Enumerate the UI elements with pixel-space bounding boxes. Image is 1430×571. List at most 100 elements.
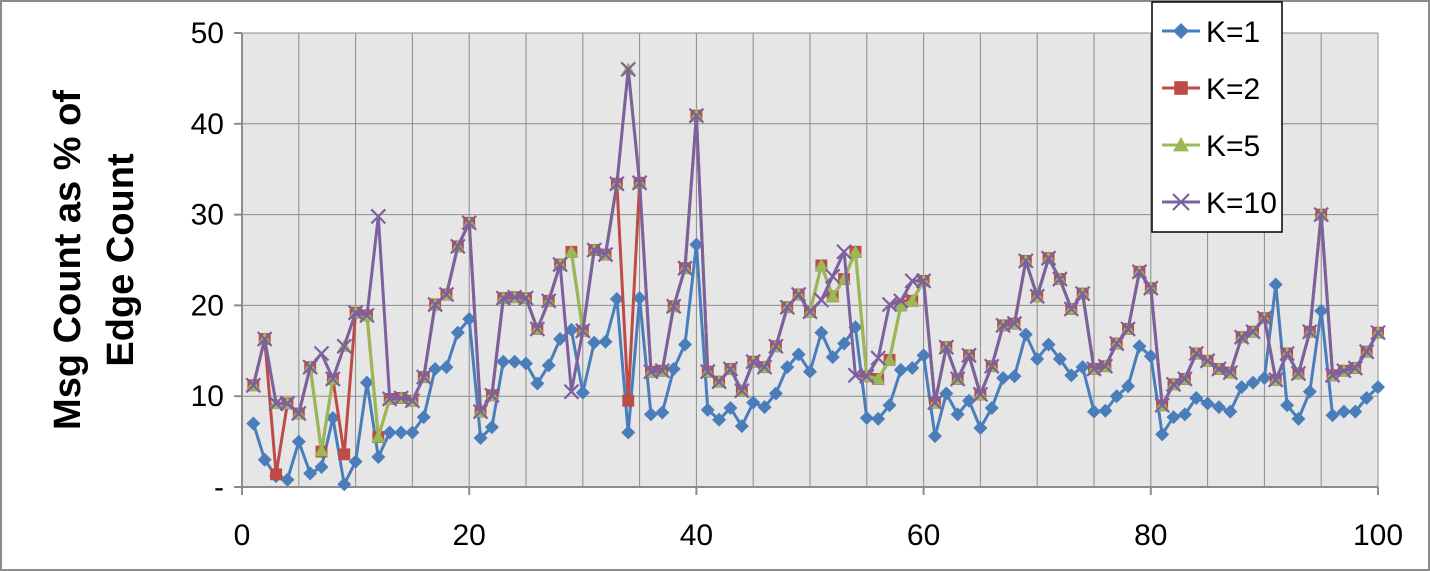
data-point [905, 293, 920, 307]
x-tick-label: 60 [907, 519, 940, 552]
data-point [904, 273, 921, 289]
data-point [1086, 361, 1102, 377]
data-point [507, 354, 522, 369]
data-point [836, 244, 852, 260]
series-1 [246, 237, 1385, 492]
data-point [519, 356, 533, 371]
data-point [1109, 389, 1124, 404]
legend-item-3: K=5 [1162, 130, 1260, 163]
data-point [996, 371, 1011, 386]
data-point [541, 358, 556, 373]
data-point [1131, 264, 1148, 280]
data-point [824, 268, 841, 285]
data-point [270, 468, 283, 481]
data-point [643, 407, 658, 422]
data-point [882, 352, 897, 366]
data-point [268, 395, 284, 412]
data-point [893, 298, 908, 311]
data-point [313, 345, 330, 362]
data-point [302, 359, 318, 375]
data-point [1324, 367, 1341, 384]
data-point [347, 304, 364, 321]
data-point [1132, 339, 1147, 354]
data-point [632, 291, 647, 306]
data-point [1087, 404, 1101, 419]
data-point [949, 371, 966, 387]
data-point [893, 362, 908, 377]
data-point [438, 286, 455, 303]
data-point [553, 331, 568, 346]
data-point [950, 407, 965, 422]
x-tick-label: 20 [453, 519, 486, 552]
data-point [1155, 427, 1170, 442]
data-point [665, 298, 682, 315]
legend-label: K=10 [1206, 187, 1277, 220]
data-point [1347, 360, 1364, 376]
data-point [870, 350, 886, 366]
data-point [1314, 303, 1329, 318]
y-tick-label: 50 [191, 17, 224, 50]
data-point [1063, 301, 1080, 317]
data-point [825, 350, 840, 365]
data-point [1029, 288, 1045, 305]
data-point [734, 419, 749, 434]
data-point [256, 331, 273, 347]
data-point [1040, 250, 1057, 266]
data-point [1279, 345, 1295, 362]
data-point [564, 244, 579, 258]
data-point [484, 387, 500, 404]
data-point [439, 360, 454, 375]
data-point [779, 299, 796, 315]
legend-item-2: K=2 [1162, 73, 1260, 106]
axes [234, 32, 1379, 495]
data-point [552, 256, 568, 273]
data-point [622, 394, 635, 407]
tick-labels: - 10 20 30 40 50 0 20 40 60 80 100 [191, 17, 1403, 552]
data-point [1234, 380, 1249, 395]
data-point [859, 410, 874, 425]
data-point [745, 353, 761, 370]
data-point [404, 392, 421, 409]
data-point [621, 425, 636, 440]
data-point [1166, 410, 1181, 425]
data-point [450, 238, 466, 255]
data-point [472, 403, 489, 420]
data-point [1121, 379, 1136, 394]
data-point [1370, 324, 1386, 341]
data-point [257, 452, 272, 467]
x-tick-label: 0 [234, 519, 251, 552]
data-point [598, 334, 613, 349]
data-point [1041, 337, 1056, 352]
data-point [984, 401, 999, 416]
data-point [1018, 327, 1033, 342]
data-point [359, 307, 375, 324]
x-tick-label: 80 [1134, 519, 1167, 552]
legend-item-1: K=1 [1162, 16, 1260, 49]
data-point [530, 376, 545, 391]
data-point [848, 244, 863, 258]
data-point [1143, 349, 1158, 364]
y-tick-label: 10 [191, 380, 224, 413]
data-point [336, 338, 353, 355]
data-point [871, 371, 886, 385]
data-point [540, 293, 557, 309]
data-point [791, 347, 806, 362]
data-point [609, 175, 625, 192]
data-point [609, 292, 624, 307]
data-point [1006, 315, 1023, 332]
legend-label: K=2 [1206, 73, 1260, 106]
data-point [1075, 360, 1090, 375]
data-point [916, 348, 931, 363]
data-point [1348, 404, 1363, 419]
data-point [405, 425, 420, 440]
data-point [938, 339, 955, 355]
y-axis-label-line-1: Msg Count as % of [47, 90, 89, 430]
data-point [1257, 371, 1272, 386]
data-point [575, 385, 590, 400]
data-point [416, 410, 431, 425]
data-point [280, 472, 295, 487]
data-point [654, 362, 671, 379]
data-point [496, 354, 511, 369]
data-point [1336, 404, 1351, 419]
data-point [972, 386, 989, 403]
